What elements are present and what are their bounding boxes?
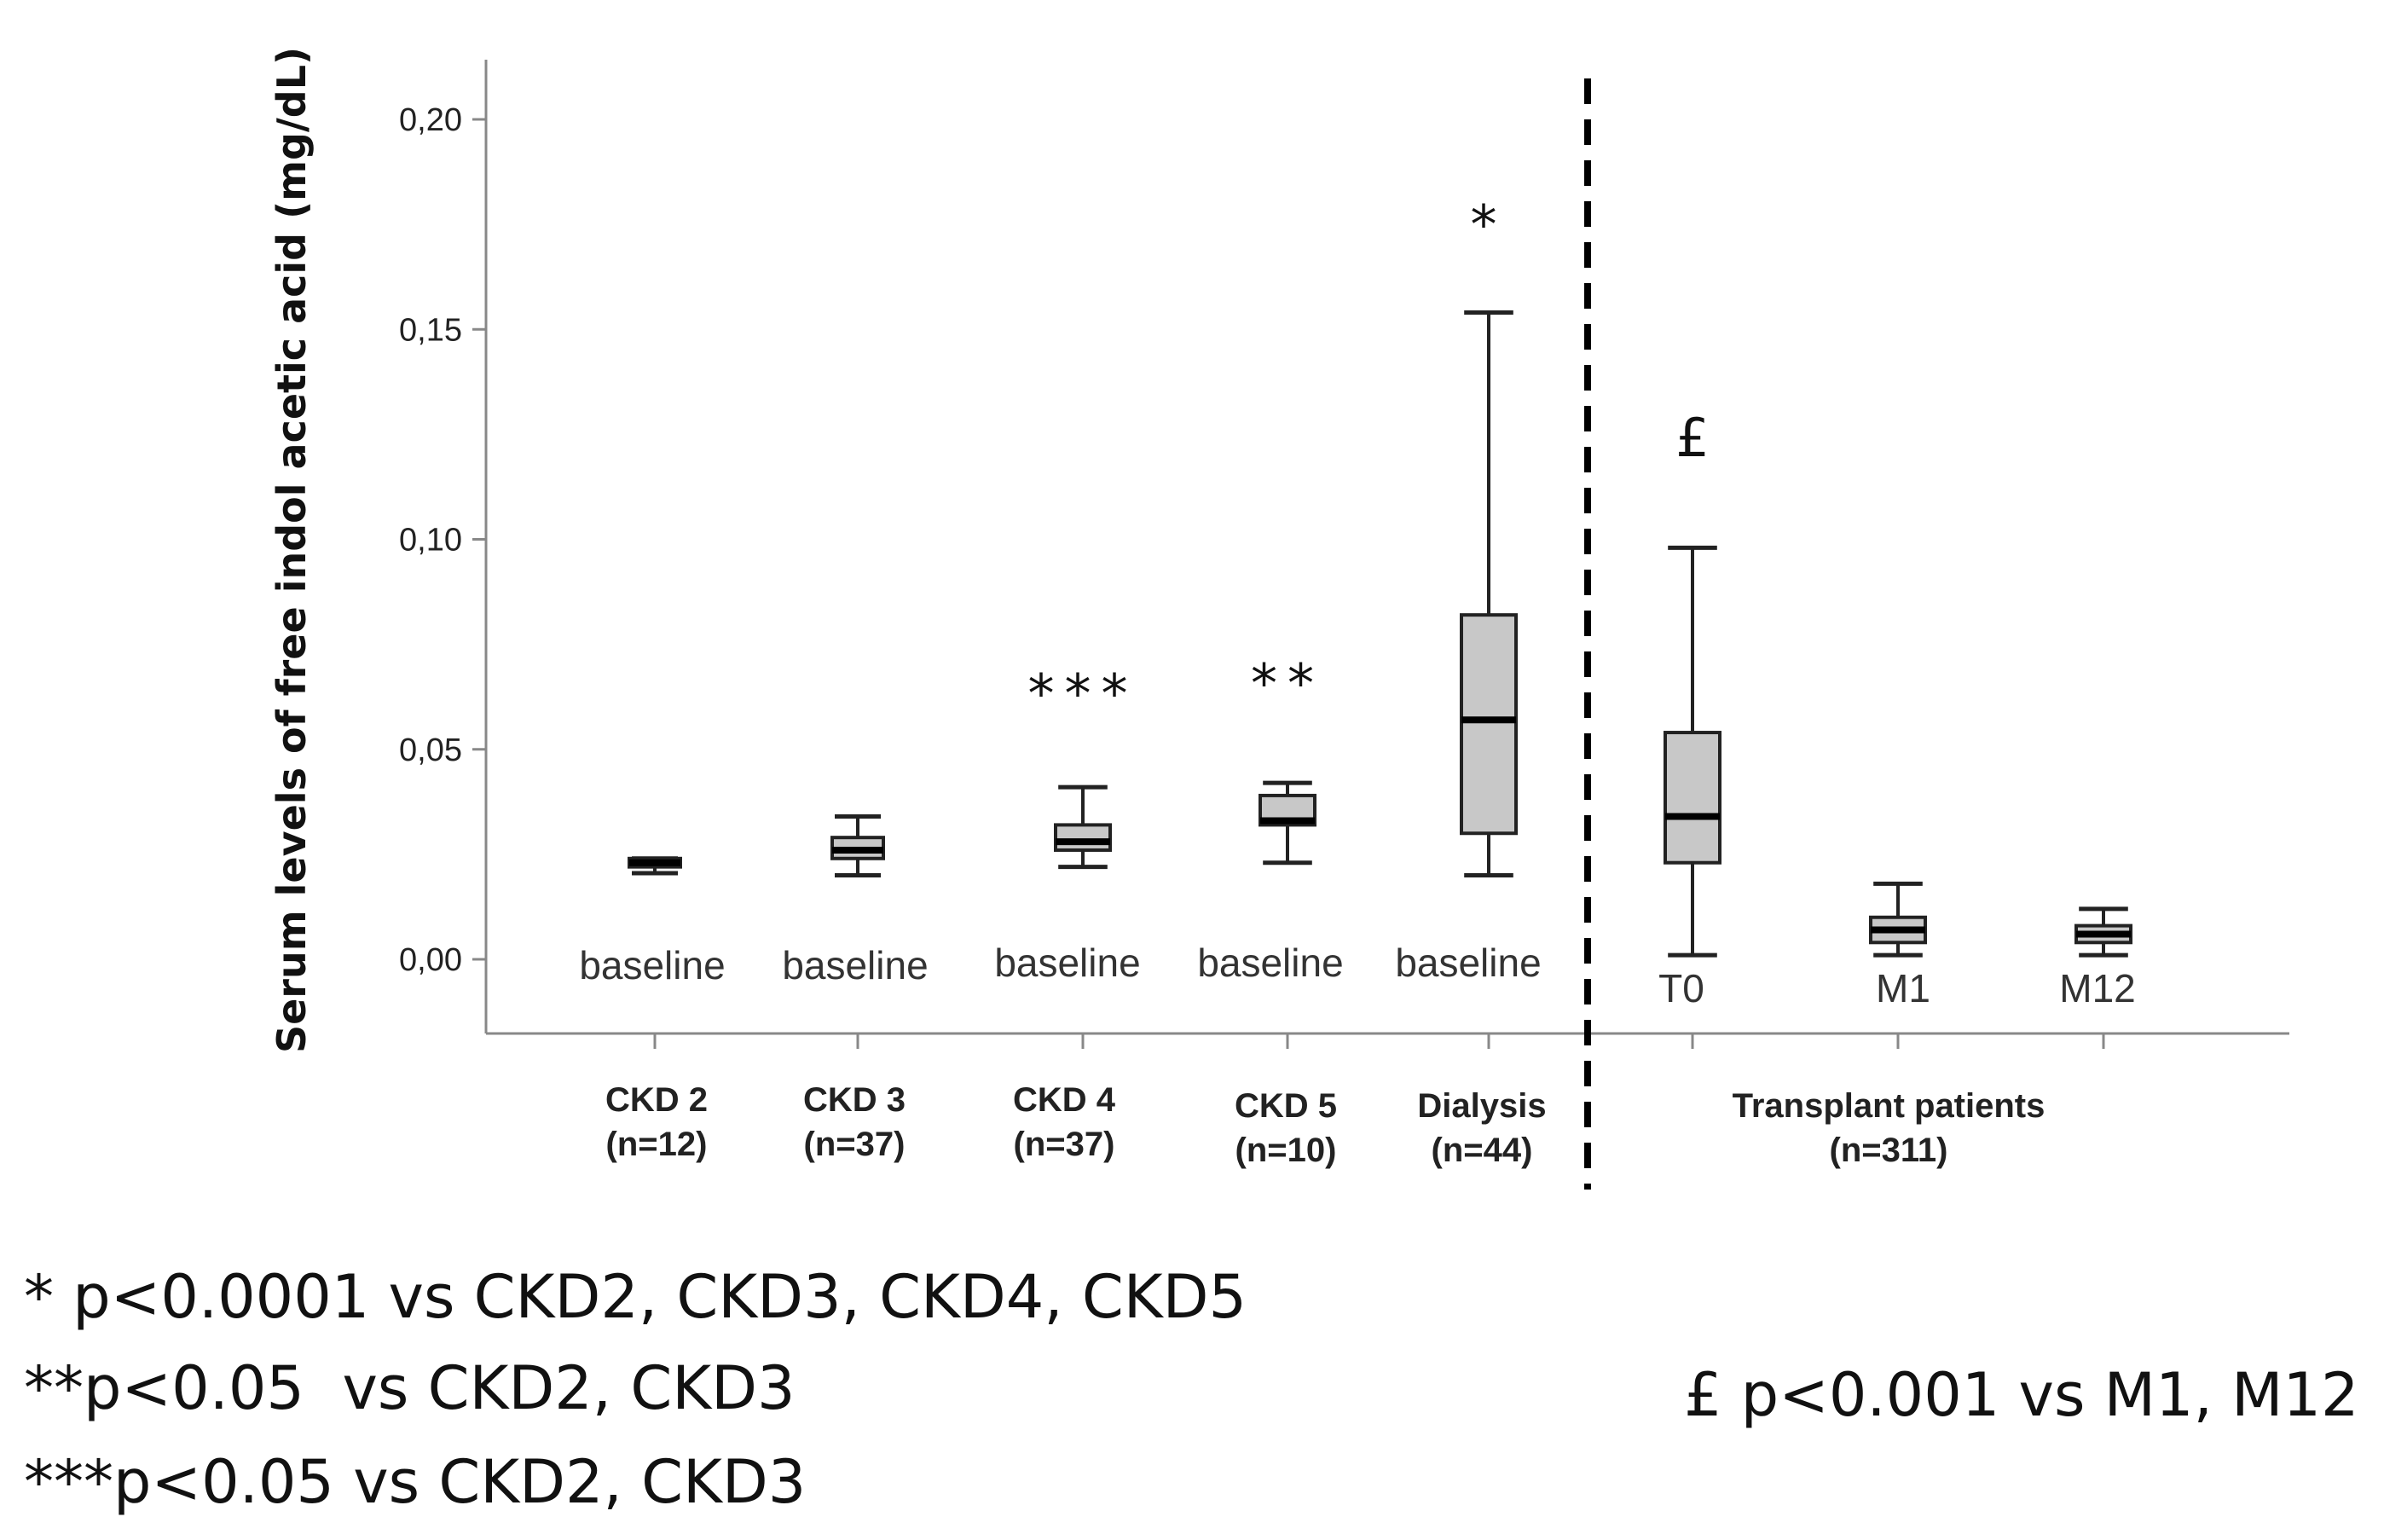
- group-name-transplant: Transplant patients: [1733, 1087, 2045, 1125]
- y-tick-label: 0,10: [399, 523, 462, 559]
- box-group: M12: [2059, 906, 2136, 1049]
- group-name-ckd5: CKD 5: [1235, 1087, 1337, 1125]
- group-n-ckd3: (n=37): [804, 1126, 906, 1163]
- significance-marker: *: [1471, 194, 1507, 256]
- box-sub-label: baseline: [1395, 941, 1541, 985]
- box-iqr: [1460, 613, 1518, 836]
- y-tick-label: 0,20: [399, 102, 462, 138]
- footnotes: * p<0.0001 vs CKD2, CKD3, CKD4, CKD5 **p…: [24, 1262, 2359, 1517]
- box-sub-label: T0: [1658, 966, 1704, 1010]
- footnote-right: £ p<0.001 vs M1, M12: [1684, 1360, 2359, 1430]
- box-sub-label: baseline: [782, 943, 928, 987]
- box-sub-label: baseline: [994, 941, 1140, 985]
- group-n-transplant: (n=311): [1830, 1132, 1948, 1169]
- y-tick-label: 0,05: [399, 732, 462, 768]
- significance-marker: **: [1251, 652, 1324, 715]
- group-n-ckd4: (n=37): [1014, 1126, 1115, 1163]
- group-n-ckd2: (n=12): [606, 1126, 708, 1163]
- group-name-ckd2: CKD 2: [605, 1081, 708, 1119]
- group-name-dialysis: Dialysis: [1417, 1087, 1546, 1125]
- box-group: T0 £: [1658, 407, 1721, 1049]
- box-sub-label: M1: [1876, 966, 1930, 1010]
- group-labels: CKD 2 (n=12) CKD 3 (n=37) CKD 4 (n=37) C…: [605, 1081, 2045, 1169]
- group-n-dialysis: (n=44): [1432, 1132, 1533, 1169]
- footnote-2: **p<0.05 vs CKD2, CKD3: [24, 1353, 796, 1423]
- significance-marker: £: [1675, 407, 1709, 469]
- footnote-3: ***p<0.05 vs CKD2, CKD3: [24, 1447, 806, 1517]
- group-name-ckd3: CKD 3: [803, 1081, 906, 1119]
- significance-marker: ***: [1028, 663, 1138, 725]
- box-sub-label: baseline: [579, 943, 725, 987]
- box-group: baseline: [782, 814, 929, 1049]
- box-sub-label: baseline: [1197, 941, 1343, 985]
- box-group: M1: [1869, 881, 1930, 1049]
- boxes: baseline baseline baseline***baseline**bas…: [579, 194, 2136, 1049]
- box-group: baseline *: [1395, 194, 1542, 1049]
- box-iqr: [1664, 731, 1721, 865]
- box-group: baseline: [579, 856, 726, 1049]
- box-group: baseline **: [1197, 652, 1344, 1049]
- y-ticks: 0,00 0,05 0,10 0,15 0,20: [399, 102, 486, 978]
- box-iqr: [1054, 823, 1112, 852]
- box-group: baseline ***: [994, 663, 1141, 1049]
- y-tick-label: 0,15: [399, 312, 462, 348]
- y-axis-title: Serum levels of free indol acetic acid (…: [269, 47, 315, 1053]
- box-sub-label: M12: [2059, 966, 2135, 1010]
- group-name-ckd4: CKD 4: [1013, 1081, 1116, 1119]
- group-n-ckd5: (n=10): [1235, 1132, 1337, 1169]
- y-tick-label: 0,00: [399, 942, 462, 978]
- footnote-1: * p<0.0001 vs CKD2, CKD3, CKD4, CKD5: [24, 1262, 1247, 1332]
